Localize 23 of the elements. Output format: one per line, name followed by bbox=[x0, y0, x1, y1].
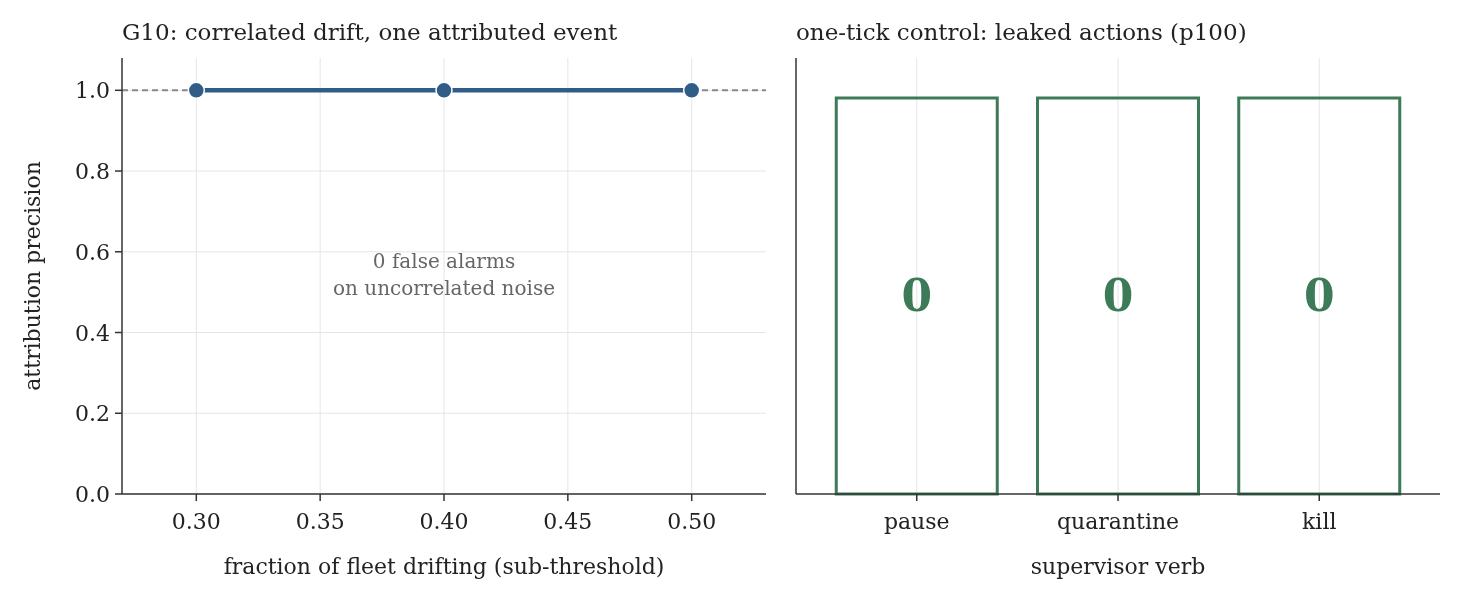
category-label: kill bbox=[1302, 509, 1337, 534]
y-tick-label: 0.8 bbox=[75, 159, 110, 185]
y-tick-label: 1.0 bbox=[75, 78, 110, 104]
y-tick-label: 0.6 bbox=[75, 239, 110, 265]
y-axis-title: attribution precision bbox=[20, 161, 45, 391]
data-label: 0 bbox=[1303, 270, 1335, 321]
y-tick-label: 0.2 bbox=[75, 401, 110, 427]
y-tick-label: 0.0 bbox=[75, 482, 110, 507]
x-tick-label: 0.45 bbox=[543, 509, 593, 534]
x-tick-label: 0.50 bbox=[667, 509, 717, 534]
category-label: quarantine bbox=[1056, 509, 1180, 534]
annotation: 0 false alarms on uncorrelated noise bbox=[332, 249, 556, 300]
x-tick-label: 0.30 bbox=[171, 509, 221, 534]
data-label: 0 bbox=[901, 270, 933, 321]
x-axis-title: fraction of fleet drifting (sub-threshold) bbox=[223, 554, 665, 579]
text: supervisor verb bbox=[1030, 554, 1206, 579]
category-label: pause bbox=[883, 509, 950, 534]
text: one-tick control: leaked actions (p100) bbox=[796, 19, 1247, 45]
chart-title: G10: correlated drift, one attributed event bbox=[122, 19, 619, 45]
data-label: 0 bbox=[1102, 270, 1134, 321]
x-tick-label: 0.35 bbox=[295, 509, 345, 534]
y-tick-label: 0.4 bbox=[75, 320, 110, 346]
x-tick-label: 0.40 bbox=[419, 509, 469, 534]
